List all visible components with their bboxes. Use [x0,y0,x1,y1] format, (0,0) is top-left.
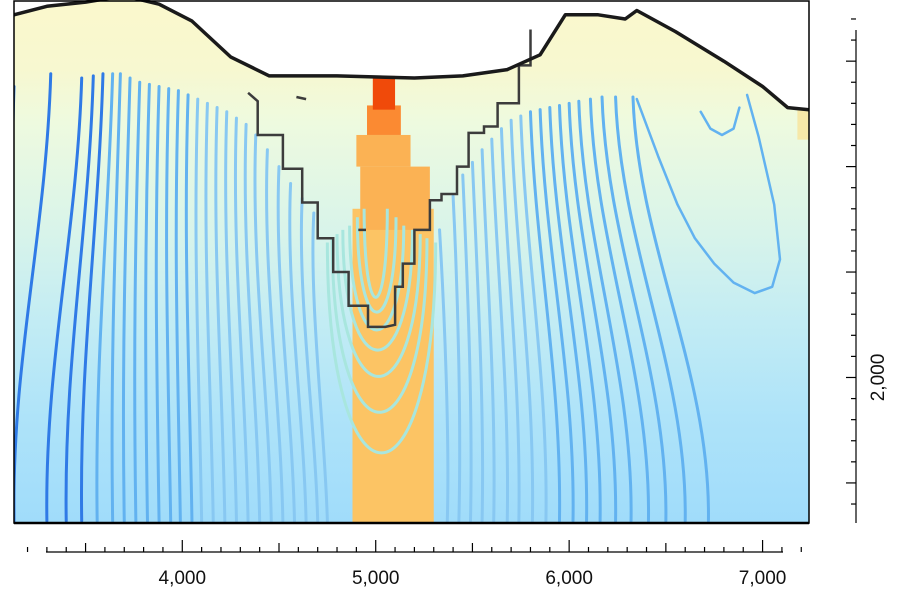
contour-line-left-5 [79,72,105,523]
contour-line-left-10 [144,82,151,523]
contour-line-left-21 [253,133,273,523]
contour-line-right-10 [528,110,562,523]
y-tick-label-2000: 2,000 [868,354,889,402]
corner-patch [797,109,809,140]
contour-line-left-20 [243,122,262,523]
x-tick-label-6000: 6,000 [545,568,593,589]
x-tick-label-7000: 7,000 [739,568,787,589]
inner-loop-6 [330,238,429,414]
contour-line-left-24 [288,181,308,523]
contour-line-left-9 [133,80,142,523]
contour-line-left-15 [194,97,204,523]
contour-line-left-17 [214,106,227,523]
contour-line-left-26 [311,211,329,523]
terrain-surface-line [14,0,809,112]
contour-line-left-4 [64,74,95,523]
contour-line-left-6 [95,72,115,523]
contour-line-right-7 [499,127,521,523]
x-tick-label-4000: 4,000 [159,568,207,589]
contour-line-left-23 [276,165,296,523]
contour-line-right-6 [490,137,510,523]
contour-line-right-16 [588,97,650,523]
contour-line-right-12 [548,106,589,523]
inner-loop-1 [362,208,389,299]
contour-line-left-14 [184,93,194,523]
contour-line-right-11 [538,108,575,523]
contour-line-right-17 [600,95,668,523]
contour-line-left-11 [154,84,161,523]
contour-line-right-9 [519,114,548,523]
inner-loop-7 [325,242,438,455]
contour-line-right-1 [438,228,450,523]
core-block-2 [367,105,401,135]
excavation-boundary [247,29,532,329]
plot-area [14,0,809,523]
contour-line-left-7 [110,72,122,523]
contour-line-right-14 [567,101,618,523]
boundary-mark-1 [296,95,307,101]
inner-loop-3 [348,225,406,332]
contour-line-left-3 [45,76,84,523]
x-tick-label-5000: 5,000 [352,568,400,589]
contour-line-left-22 [265,148,285,523]
contour-line-right-3 [461,173,473,523]
contour-line-right-18 [614,95,687,523]
contour-line-left-8 [121,76,132,523]
contour-line-left-19 [233,116,250,523]
inner-loop-4 [341,229,414,352]
contour-line-right-15 [577,99,633,523]
contour-line-right-8 [509,118,535,523]
contour-line-left-18 [224,110,238,523]
contour-line-right-2 [451,194,462,523]
contour-line-left-13 [174,89,182,523]
axes: 4,000 5,000 6,000 7,000 2,000 [13,0,889,589]
inner-loop-5 [335,234,422,378]
contour-line-left-25 [299,196,320,523]
core-block-3 [356,134,411,167]
right-contour-1 [635,93,782,295]
contour-line-right-4 [470,160,485,523]
contour-line-right-13 [557,103,602,523]
inner-loop-2 [355,217,398,314]
contour-line-right-5 [480,148,496,523]
contour-line-left-16 [204,101,215,523]
contour-line-right-19 [631,95,710,523]
contour-line-left-2 [14,72,53,523]
core-block-1 [372,75,396,110]
right-contour-2 [699,106,741,137]
contour-line-left-12 [165,87,173,523]
